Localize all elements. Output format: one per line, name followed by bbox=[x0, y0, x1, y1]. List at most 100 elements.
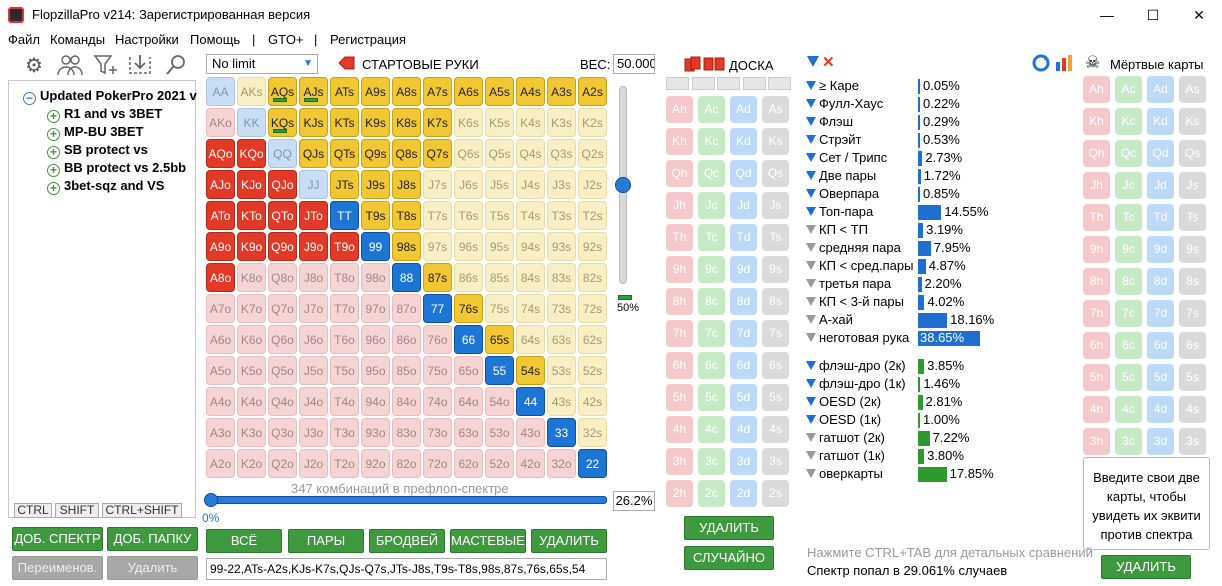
delete-range-button[interactable]: Удалить bbox=[107, 556, 198, 580]
tree-item[interactable]: + MP-BU 3BET bbox=[47, 124, 143, 141]
hand-cell-92o[interactable]: 92o bbox=[361, 449, 390, 478]
filter-add-icon[interactable] bbox=[92, 53, 120, 79]
import-icon[interactable] bbox=[126, 53, 154, 79]
hand-cell-A9s[interactable]: A9s bbox=[361, 77, 390, 106]
dead-card-6c[interactable]: 6c bbox=[1115, 332, 1142, 359]
stat-row[interactable]: третья пара bbox=[806, 275, 891, 293]
hand-cell-K9s[interactable]: K9s bbox=[361, 108, 390, 137]
hand-cell-Q5s[interactable]: Q5s bbox=[485, 139, 514, 168]
hand-cell-J5o[interactable]: J5o bbox=[299, 356, 328, 385]
board-card-2d[interactable]: 2d bbox=[730, 480, 757, 507]
dead-card-As[interactable]: As bbox=[1179, 76, 1206, 103]
hand-cell-85s[interactable]: 85s bbox=[485, 263, 514, 292]
dead-card-9d[interactable]: 9d bbox=[1147, 236, 1174, 263]
hand-cell-KJo[interactable]: KJo bbox=[237, 170, 266, 199]
hand-cell-J6s[interactable]: J6s bbox=[454, 170, 483, 199]
filter-icon[interactable] bbox=[806, 315, 816, 324]
stat-row[interactable]: средняя пара bbox=[806, 239, 901, 257]
dead-card-Qs[interactable]: Qs bbox=[1179, 140, 1206, 167]
menu-gto[interactable]: GTO+ bbox=[268, 32, 304, 47]
hand-cell-Q4s[interactable]: Q4s bbox=[516, 139, 545, 168]
hand-cell-52s[interactable]: 52s bbox=[578, 356, 607, 385]
tree-item[interactable]: + SB protect vs bbox=[47, 142, 148, 159]
board-card-3d[interactable]: 3d bbox=[730, 448, 757, 475]
hand-cell-T5o[interactable]: T5o bbox=[330, 356, 359, 385]
hand-cell-K4s[interactable]: K4s bbox=[516, 108, 545, 137]
stat-row[interactable]: Сет / Трипс bbox=[806, 149, 887, 167]
board-card-Jh[interactable]: Jh bbox=[666, 192, 693, 219]
select-broadway-button[interactable]: БРОДВЕЙ bbox=[369, 529, 445, 553]
hand-cell-96o[interactable]: 96o bbox=[361, 325, 390, 354]
combo-slider-knob[interactable] bbox=[204, 493, 218, 507]
hand-cell-53o[interactable]: 53o bbox=[485, 418, 514, 447]
hand-cell-93s[interactable]: 93s bbox=[547, 232, 576, 261]
filter-icon[interactable] bbox=[806, 81, 816, 90]
dead-card-Kd[interactable]: Kd bbox=[1147, 108, 1174, 135]
board-slot[interactable] bbox=[666, 77, 689, 90]
select-suited-button[interactable]: МАСТЕВЫЕ bbox=[450, 529, 526, 553]
hand-cell-JTs[interactable]: JTs bbox=[330, 170, 359, 199]
stat-row[interactable]: Фулл-Хаус bbox=[806, 95, 883, 113]
dead-card-Ts[interactable]: Ts bbox=[1179, 204, 1206, 231]
rename-button[interactable]: Переименов. bbox=[12, 556, 103, 580]
board-card-9c[interactable]: 9c bbox=[698, 256, 725, 283]
add-folder-button[interactable]: ДОБ. ПАПКУ bbox=[107, 527, 198, 551]
hand-cell-QQ[interactable]: QQ bbox=[268, 139, 297, 168]
hand-cell-A7s[interactable]: A7s bbox=[423, 77, 452, 106]
hand-cell-92s[interactable]: 92s bbox=[578, 232, 607, 261]
hand-cell-K7s[interactable]: K7s bbox=[423, 108, 452, 137]
hand-cell-77[interactable]: 77 bbox=[423, 294, 452, 323]
dead-card-Ac[interactable]: Ac bbox=[1115, 76, 1142, 103]
stat-row[interactable]: Флэш bbox=[806, 113, 853, 131]
dead-card-Jc[interactable]: Jc bbox=[1115, 172, 1142, 199]
board-card-4d[interactable]: 4d bbox=[730, 416, 757, 443]
dead-card-Kc[interactable]: Kc bbox=[1115, 108, 1142, 135]
hand-cell-T4s[interactable]: T4s bbox=[516, 201, 545, 230]
hand-cell-93o[interactable]: 93o bbox=[361, 418, 390, 447]
filter-icon[interactable] bbox=[806, 261, 816, 270]
hand-cell-K9o[interactable]: K9o bbox=[237, 232, 266, 261]
hand-cell-54s[interactable]: 54s bbox=[516, 356, 545, 385]
search-icon[interactable] bbox=[162, 53, 190, 79]
maximize-button[interactable]: ☐ bbox=[1146, 7, 1160, 23]
dead-card-6d[interactable]: 6d bbox=[1147, 332, 1174, 359]
hand-cell-ATo[interactable]: ATo bbox=[206, 201, 235, 230]
refresh-icon[interactable] bbox=[1031, 54, 1051, 72]
board-card-Ad[interactable]: Ad bbox=[730, 96, 757, 123]
expand-icon[interactable]: + bbox=[47, 182, 60, 195]
board-card-5c[interactable]: 5c bbox=[698, 384, 725, 411]
hand-cell-43o[interactable]: 43o bbox=[516, 418, 545, 447]
hand-cell-T2o[interactable]: T2o bbox=[330, 449, 359, 478]
filter-icon[interactable] bbox=[806, 333, 816, 342]
dead-card-3d[interactable]: 3d bbox=[1147, 428, 1174, 455]
hand-cell-96s[interactable]: 96s bbox=[454, 232, 483, 261]
board-slot[interactable] bbox=[691, 77, 715, 90]
hand-cell-74o[interactable]: 74o bbox=[423, 387, 452, 416]
dead-card-4d[interactable]: 4d bbox=[1147, 396, 1174, 423]
board-card-5h[interactable]: 5h bbox=[666, 384, 693, 411]
dead-card-Kh[interactable]: Kh bbox=[1083, 108, 1110, 135]
hand-cell-K6s[interactable]: K6s bbox=[454, 108, 483, 137]
hand-cell-K7o[interactable]: K7o bbox=[237, 294, 266, 323]
hand-cell-AQs[interactable]: AQs bbox=[268, 77, 297, 106]
board-card-Qd[interactable]: Qd bbox=[730, 160, 757, 187]
hand-cell-QJo[interactable]: QJo bbox=[268, 170, 297, 199]
filter-icon[interactable] bbox=[806, 135, 816, 144]
dead-card-Qh[interactable]: Qh bbox=[1083, 140, 1110, 167]
dead-card-4c[interactable]: 4c bbox=[1115, 396, 1142, 423]
dead-card-Th[interactable]: Th bbox=[1083, 204, 1110, 231]
hand-cell-K6o[interactable]: K6o bbox=[237, 325, 266, 354]
board-card-Qc[interactable]: Qc bbox=[698, 160, 725, 187]
filter-icon[interactable] bbox=[806, 469, 816, 478]
filter-icon[interactable] bbox=[806, 379, 816, 388]
hand-cell-KK[interactable]: KK bbox=[237, 108, 266, 137]
dead-card-3h[interactable]: 3h bbox=[1083, 428, 1110, 455]
hand-cell-KJs[interactable]: KJs bbox=[299, 108, 328, 137]
board-card-Kh[interactable]: Kh bbox=[666, 128, 693, 155]
stat-row[interactable]: КП < 3-й пары bbox=[806, 293, 904, 311]
clear-range-button[interactable]: УДАЛИТЬ bbox=[531, 529, 607, 553]
dead-delete-button[interactable]: УДАЛИТЬ bbox=[1101, 555, 1191, 579]
board-card-6c[interactable]: 6c bbox=[698, 352, 725, 379]
hand-cell-95o[interactable]: 95o bbox=[361, 356, 390, 385]
hand-cell-Q9o[interactable]: Q9o bbox=[268, 232, 297, 261]
